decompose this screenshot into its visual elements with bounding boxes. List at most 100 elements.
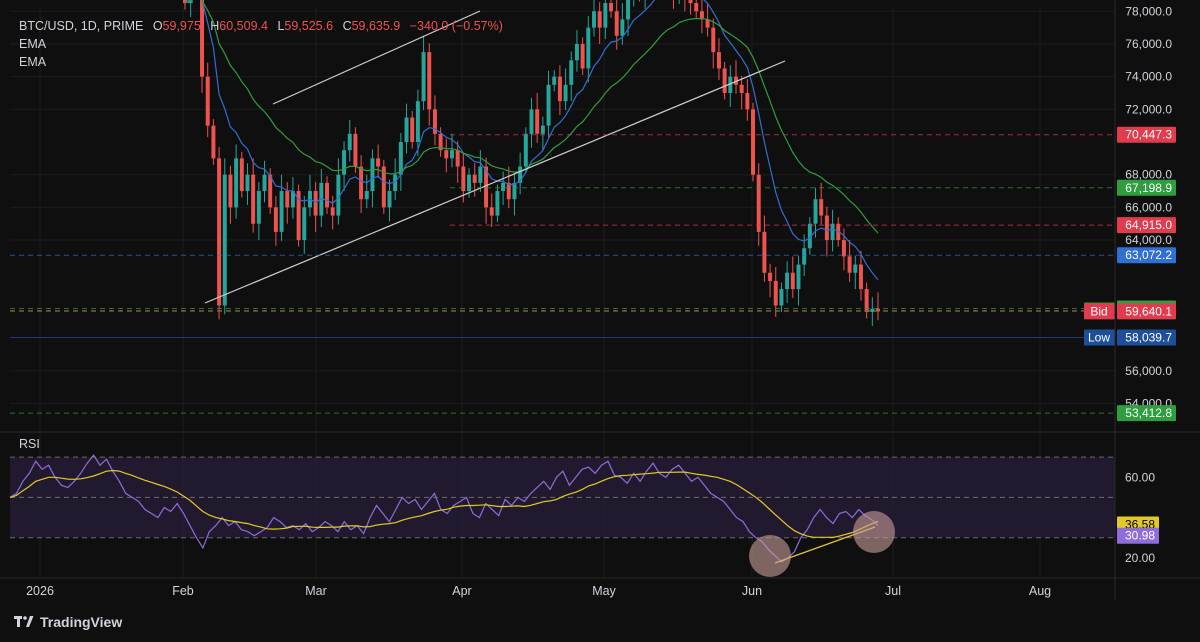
price-tick-label: 72,000.0 xyxy=(1125,102,1172,116)
candle xyxy=(421,52,426,102)
candle xyxy=(819,199,824,216)
time-tick-label: Aug xyxy=(1029,584,1051,598)
candle xyxy=(745,92,750,110)
candle xyxy=(858,264,863,290)
candle xyxy=(824,215,829,241)
candle xyxy=(620,19,625,36)
candle xyxy=(290,191,295,208)
price-tick-label: 56,000.0 xyxy=(1125,364,1172,378)
candle xyxy=(296,191,301,241)
candle xyxy=(393,174,398,192)
candle xyxy=(603,3,608,28)
candle xyxy=(273,207,278,232)
candle xyxy=(211,125,216,159)
candle xyxy=(756,174,761,232)
candle xyxy=(790,272,795,290)
high-value: 60,509.4 xyxy=(219,19,268,33)
candle xyxy=(807,223,812,249)
candle xyxy=(444,150,449,159)
candle xyxy=(234,158,239,208)
candle xyxy=(347,133,352,151)
candle xyxy=(535,109,540,134)
candle xyxy=(711,27,716,53)
ema-slow-line xyxy=(184,0,879,234)
candle xyxy=(342,150,347,175)
candle xyxy=(728,76,733,93)
candle xyxy=(415,101,420,143)
divergence-circle-low xyxy=(749,535,791,577)
candle xyxy=(512,182,517,200)
price-label-text: 59,640.1 xyxy=(1125,304,1172,318)
price-tick-label: 64,000.0 xyxy=(1125,233,1172,247)
candle xyxy=(217,158,222,306)
candle xyxy=(734,76,738,85)
candle xyxy=(495,191,500,216)
candle xyxy=(506,182,511,200)
candle xyxy=(330,207,335,216)
high-label: H xyxy=(210,19,220,33)
divergence-circle-high xyxy=(853,511,895,553)
time-tick-label: Mar xyxy=(305,584,327,598)
candle xyxy=(569,60,574,85)
price-tick-label: 68,000.0 xyxy=(1125,168,1172,182)
symbol-label[interactable]: BTC/USD, 1D, PRIME xyxy=(19,19,144,33)
rsi-ma-line xyxy=(9,469,879,539)
candle xyxy=(313,191,318,216)
candle xyxy=(557,76,562,102)
time-tick-label: 2026 xyxy=(26,584,54,598)
price-label-box xyxy=(1117,247,1176,264)
low-label: L xyxy=(277,19,285,33)
candle xyxy=(529,109,534,134)
candle xyxy=(563,84,568,102)
ema-indicator-2[interactable]: EMA xyxy=(19,55,47,69)
price-label-text: 67,198.9 xyxy=(1125,181,1172,195)
price-label-text: 53,412.8 xyxy=(1125,406,1172,420)
price-label-text: 70,447.3 xyxy=(1125,128,1172,142)
candle xyxy=(841,240,846,257)
price-tick-label: 76,000.0 xyxy=(1125,37,1172,51)
price-tag-box xyxy=(1084,329,1115,346)
candle xyxy=(609,3,614,12)
trendline-lower xyxy=(204,60,786,304)
candle xyxy=(705,19,710,28)
candle xyxy=(183,0,187,4)
candle xyxy=(478,166,483,183)
rsi-tick-label: 20.00 xyxy=(1125,551,1155,565)
candle xyxy=(364,191,369,200)
candle xyxy=(285,191,290,208)
price-label-text: 63,072.2 xyxy=(1125,248,1172,262)
price-tick-label: 74,000.0 xyxy=(1125,70,1172,84)
candle xyxy=(864,289,869,312)
candle xyxy=(205,76,210,126)
time-tick-label: May xyxy=(592,584,616,598)
candle xyxy=(540,125,545,134)
price-label-text: 58,039.7 xyxy=(1125,330,1172,344)
ema-indicator-1[interactable]: EMA xyxy=(19,37,47,51)
price-tick-label: 78,000.0 xyxy=(1125,4,1172,18)
candle xyxy=(762,231,767,273)
rsi-indicator-label[interactable]: RSI xyxy=(19,437,40,451)
candle xyxy=(546,84,551,126)
candle xyxy=(245,174,250,192)
candle xyxy=(591,11,596,28)
candle xyxy=(427,52,432,110)
candle xyxy=(614,11,619,36)
candle xyxy=(484,166,489,208)
candle xyxy=(432,109,437,134)
candle xyxy=(518,166,523,183)
change-value: −340.0 (−0.57%) xyxy=(409,19,503,33)
rsi-label-text: 30.98 xyxy=(1125,529,1155,543)
price-label-box xyxy=(1117,179,1176,196)
candle xyxy=(467,174,472,192)
candles-group xyxy=(183,0,880,326)
trendline-upper xyxy=(272,10,481,105)
candle xyxy=(785,272,790,290)
candle xyxy=(410,117,415,143)
tradingview-logo-icon xyxy=(14,616,34,627)
candle xyxy=(699,11,704,20)
candle xyxy=(387,191,392,208)
candle xyxy=(449,150,454,159)
tradingview-brand[interactable]: TradingView xyxy=(14,614,122,630)
candle xyxy=(222,174,227,306)
